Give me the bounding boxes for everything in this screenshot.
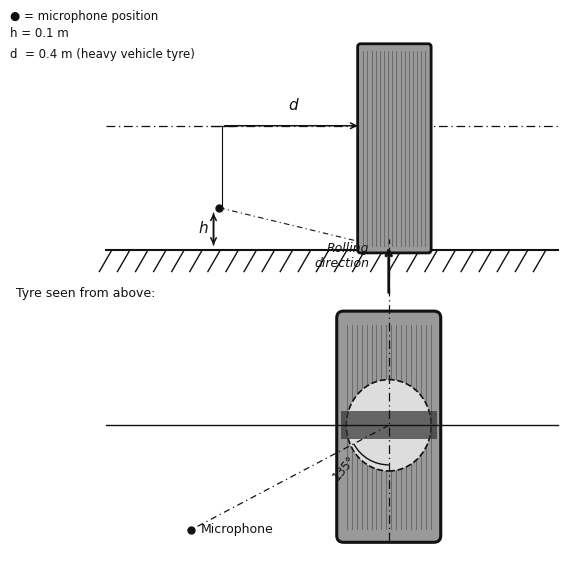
Text: d  = 0.4 m (heavy vehicle tyre): d = 0.4 m (heavy vehicle tyre) <box>10 48 195 61</box>
Text: 135°: 135° <box>329 453 358 483</box>
FancyBboxPatch shape <box>337 311 441 542</box>
Text: h = 0.1 m: h = 0.1 m <box>10 27 69 40</box>
Text: h: h <box>199 222 208 236</box>
Text: Tyre seen from above:: Tyre seen from above: <box>15 287 155 300</box>
Text: Rolling
direction: Rolling direction <box>314 241 369 270</box>
Text: Microphone: Microphone <box>201 523 274 536</box>
Text: ● = microphone position: ● = microphone position <box>10 10 158 23</box>
FancyBboxPatch shape <box>358 44 431 253</box>
Ellipse shape <box>346 379 431 471</box>
Text: d: d <box>288 98 297 113</box>
Bar <box>341 411 437 440</box>
